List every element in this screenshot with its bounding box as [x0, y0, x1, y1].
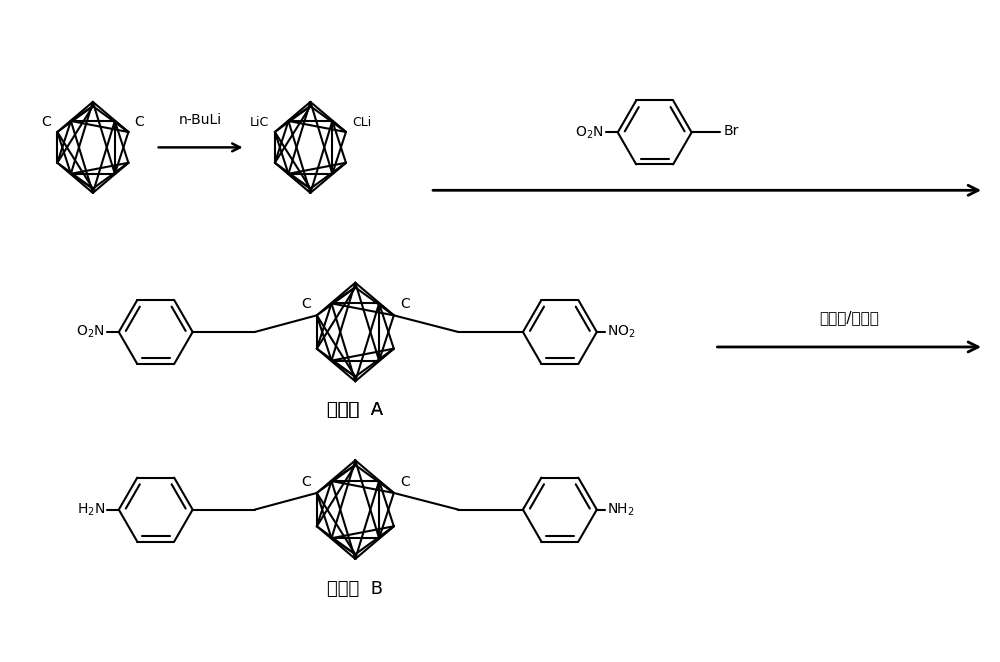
Text: C: C — [400, 297, 410, 311]
Text: 化合物  A: 化合物 A — [327, 401, 383, 419]
Text: O$_2$N: O$_2$N — [575, 124, 604, 140]
Text: CLi: CLi — [352, 116, 371, 129]
Text: 化合物  A: 化合物 A — [327, 401, 383, 419]
Text: NH$_2$: NH$_2$ — [607, 501, 634, 518]
Text: C: C — [134, 115, 144, 129]
Text: 化合物  B: 化合物 B — [327, 581, 383, 598]
Text: O$_2$N: O$_2$N — [76, 324, 105, 340]
Text: NO$_2$: NO$_2$ — [607, 324, 635, 340]
Text: C: C — [400, 475, 410, 489]
Text: n-BuLi: n-BuLi — [179, 113, 222, 127]
Text: C: C — [42, 115, 51, 129]
Text: C: C — [301, 475, 311, 489]
Text: C: C — [301, 297, 311, 311]
Text: LiC: LiC — [250, 116, 269, 129]
Text: H$_2$N: H$_2$N — [77, 501, 105, 518]
Text: Br: Br — [724, 124, 739, 138]
Text: 还原剂/催化剂: 还原剂/催化剂 — [819, 310, 879, 325]
